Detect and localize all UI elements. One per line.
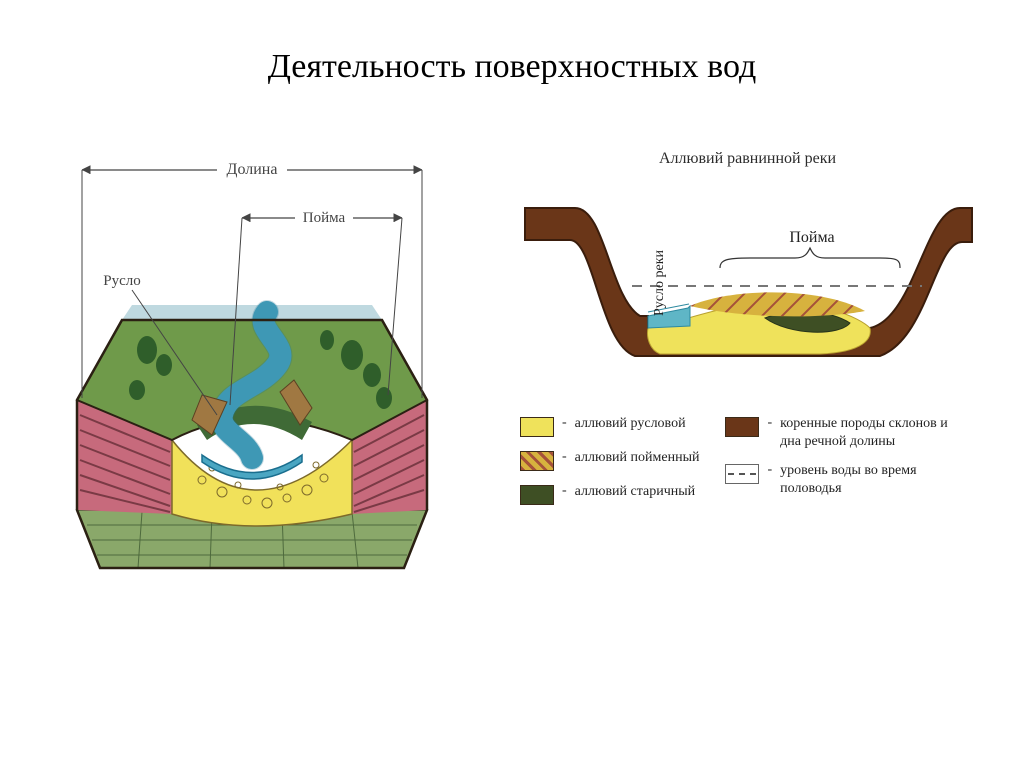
- swatch-flood: [520, 451, 554, 471]
- right-figure-title: Аллювий равнинной реки: [520, 150, 975, 168]
- svg-text:Долина: Долина: [227, 161, 278, 178]
- page-title: Деятельность поверхностных вод: [0, 48, 1024, 86]
- swatch-oxbow: [520, 485, 554, 505]
- legend-label: аллювий старичный: [575, 483, 696, 501]
- swatch-floodlevel: [725, 464, 759, 484]
- swatch-channel: [520, 417, 554, 437]
- legend-item-floodlevel: - уровень воды во время половодья: [725, 462, 965, 497]
- legend-label: коренные породы склонов и дна речной дол…: [780, 415, 965, 450]
- right-svg: Пойма Русло реки: [520, 168, 975, 408]
- ruslo-reki-label: Русло реки: [652, 249, 667, 316]
- svg-text:Пойма: Пойма: [303, 210, 346, 226]
- left-svg: Долина Пойма Русло: [52, 140, 452, 570]
- swatch-bedrock: [725, 417, 759, 437]
- legend-item-channel: - аллювий русловой: [520, 415, 699, 437]
- left-block-diagram: Долина Пойма Русло: [52, 140, 452, 570]
- legend-item-bedrock: - коренные породы склонов и дна речной д…: [725, 415, 965, 450]
- right-cross-section: Аллювий равнинной реки: [520, 150, 975, 580]
- legend-item-oxbow: - аллювий старичный: [520, 483, 699, 505]
- poyma-label-right: Пойма: [789, 229, 834, 246]
- legend-label: аллювий русловой: [575, 415, 686, 433]
- legend-label: аллювий пойменный: [575, 449, 700, 467]
- legend-col-1: - аллювий русловой - аллювий пойменный -…: [520, 415, 699, 505]
- poyma-brace: [720, 248, 900, 268]
- legend: - аллювий русловой - аллювий пойменный -…: [520, 415, 975, 505]
- legend-col-2: - коренные породы склонов и дна речной д…: [725, 415, 965, 505]
- legend-label: уровень воды во время половодья: [780, 462, 965, 497]
- legend-item-flood: - аллювий пойменный: [520, 449, 699, 471]
- svg-text:Русло: Русло: [103, 273, 141, 289]
